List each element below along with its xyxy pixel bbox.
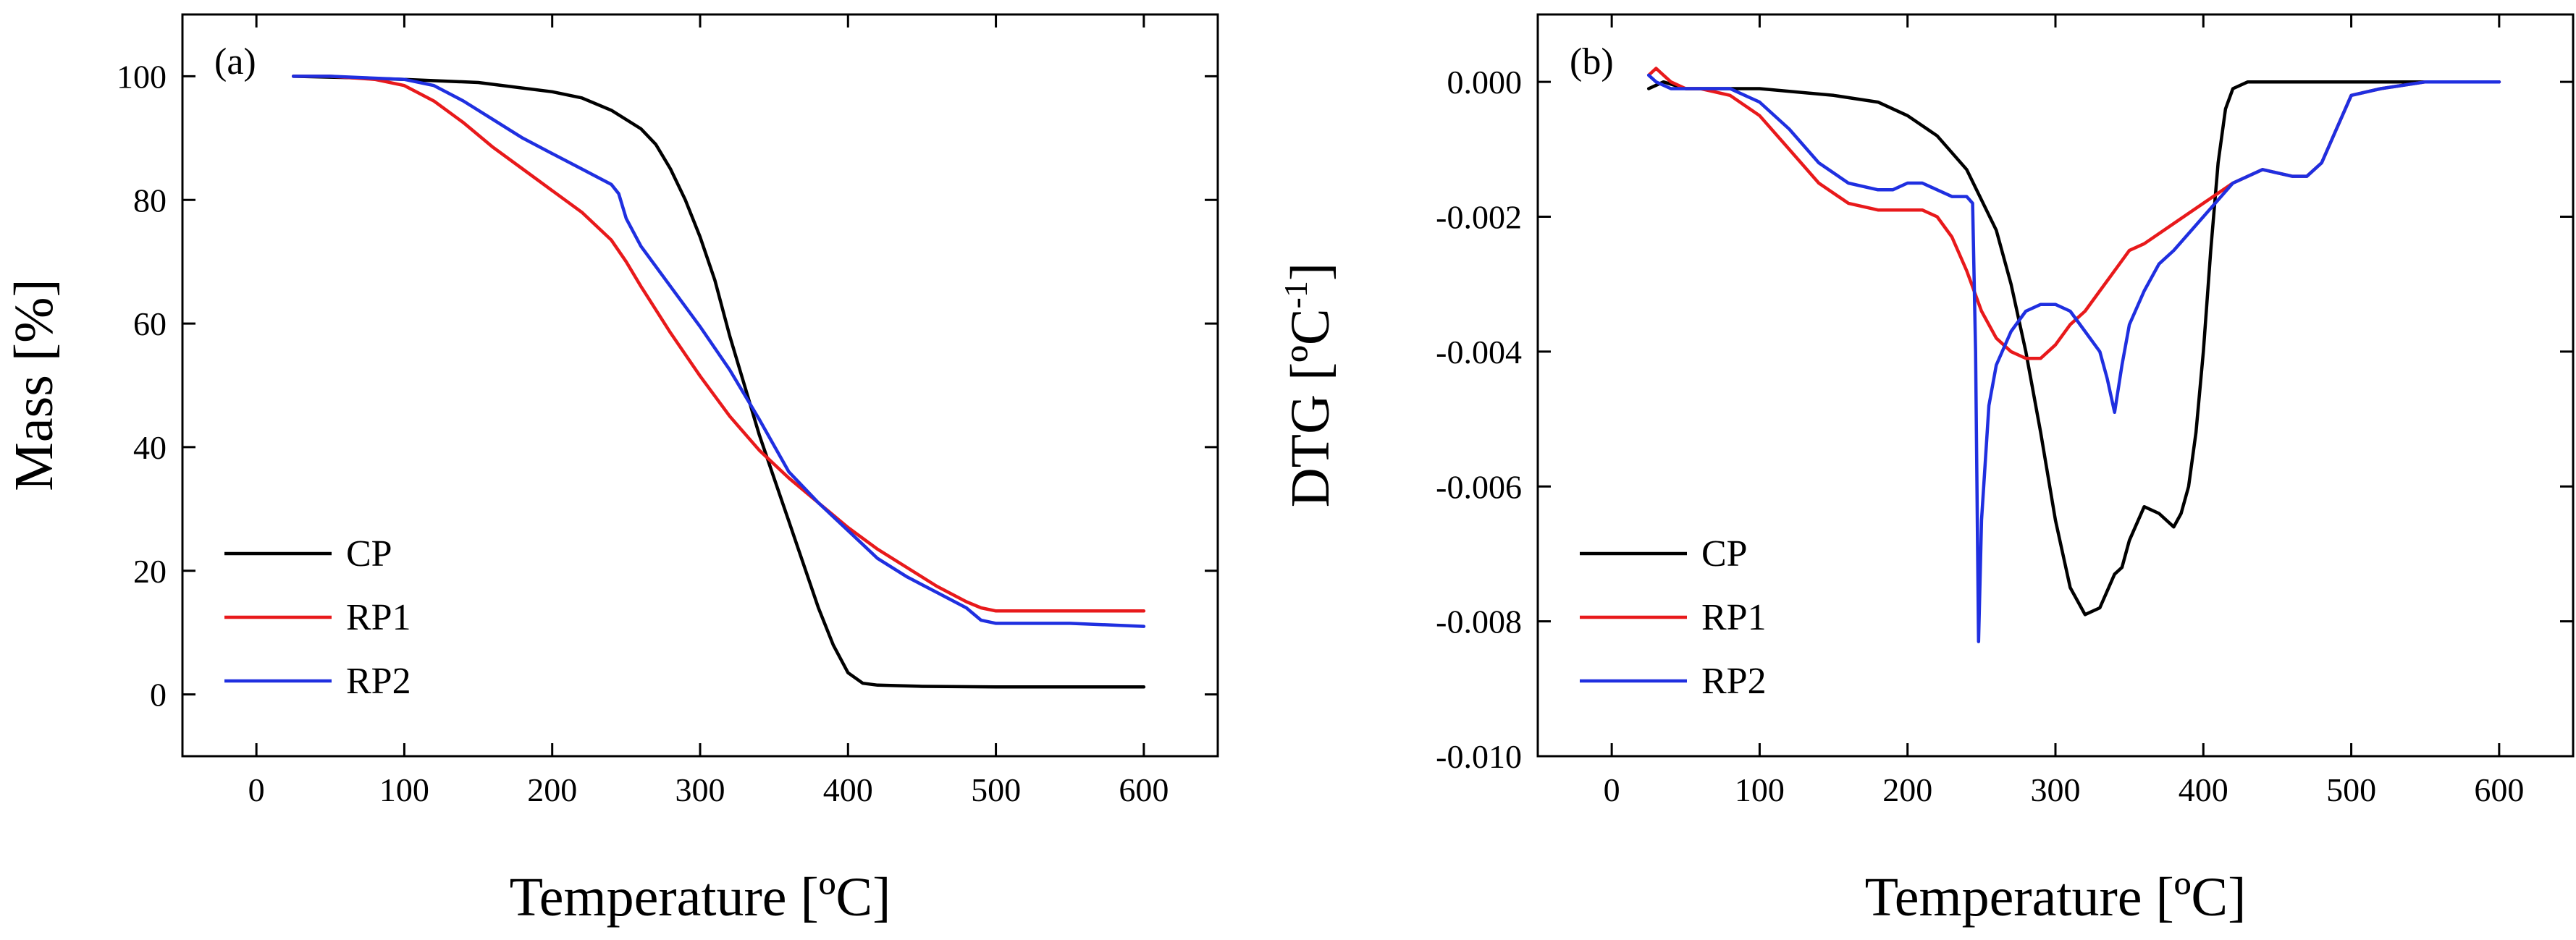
mass-x-tick-label: 300 (675, 771, 725, 808)
mass-legend-label-rp1: RP1 (346, 597, 411, 638)
mass-x-axis-title: Temperature [ºC] (510, 867, 891, 928)
mass-legend-label-rp2: RP2 (346, 661, 411, 702)
dtg-y-axis-title-main: DTG [ºC (1280, 308, 1341, 507)
mass-x-tick-label: 200 (527, 771, 577, 808)
mass-series-rp1 (291, 75, 1146, 613)
dtg-x-tick-label: 600 (2474, 771, 2524, 808)
dtg-x-tick-label: 200 (1882, 771, 1932, 808)
dtg-y-axis-title-close: ] (1280, 263, 1341, 281)
mass-panel-label: (a) (214, 41, 256, 82)
mass-plot-frame (181, 13, 1219, 758)
dtg-y-tick-label: 0.000 (1447, 64, 1523, 101)
mass-x-tick-label: 500 (971, 771, 1021, 808)
mass-chart-panel: (a) Temperature [ºC] Mass [%] 0 100 200 300… (4, 13, 1219, 928)
dtg-y-tick-label: -0.002 (1436, 199, 1522, 236)
dtg-series-cp (1646, 80, 2501, 617)
mass-y-tick-label: 80 (133, 182, 167, 219)
dtg-y-tick-label: -0.008 (1436, 604, 1522, 640)
dtg-y-tick-label: -0.006 (1436, 468, 1522, 505)
mass-series-rp2 (291, 75, 1146, 628)
mass-series-cp (291, 75, 1146, 689)
dtg-plot-frame (1536, 13, 2575, 758)
mass-x-tick-label: 600 (1119, 771, 1169, 808)
dtg-series-rp2 (1646, 73, 2501, 643)
mass-x-tick-label: 0 (248, 771, 265, 808)
mass-y-tick-label: 40 (133, 429, 167, 466)
dtg-legend-label-rp2: RP2 (1701, 661, 1767, 702)
dtg-panel-label: (b) (1570, 41, 1614, 82)
mass-y-axis-title: Mass [%] (4, 279, 64, 491)
dtg-x-tick-label: 400 (2179, 771, 2228, 808)
mass-y-tick-label: 100 (117, 58, 167, 95)
dtg-legend-label-rp1: RP1 (1701, 597, 1767, 638)
dtg-x-tick-label: 0 (1604, 771, 1620, 808)
dtg-y-tick-label: -0.004 (1436, 334, 1522, 371)
mass-x-tick-label: 400 (823, 771, 873, 808)
dtg-legend-label-cp: CP (1701, 533, 1748, 575)
dtg-x-tick-label: 500 (2326, 771, 2376, 808)
mass-legend-label-cp: CP (346, 533, 392, 575)
mass-y-tick-label: 0 (150, 677, 167, 714)
dtg-x-tick-label: 100 (1735, 771, 1785, 808)
mass-y-tick-label: 60 (133, 305, 167, 342)
dtg-x-tick-label: 300 (2031, 771, 2081, 808)
mass-y-tick-label: 20 (133, 553, 167, 590)
dtg-y-axis-title-sup: -1 (1277, 281, 1314, 308)
dtg-chart-panel: (b) Temperature [ºC] DTG [ºC-1] 0 100 200 3… (1277, 13, 2575, 928)
mass-x-tick-label: 100 (379, 771, 429, 808)
dtg-y-tick-label: -0.010 (1436, 738, 1522, 775)
dtg-y-axis-title: DTG [ºC-1] (1277, 263, 1341, 507)
dtg-x-axis-title: Temperature [ºC] (1865, 867, 2247, 928)
